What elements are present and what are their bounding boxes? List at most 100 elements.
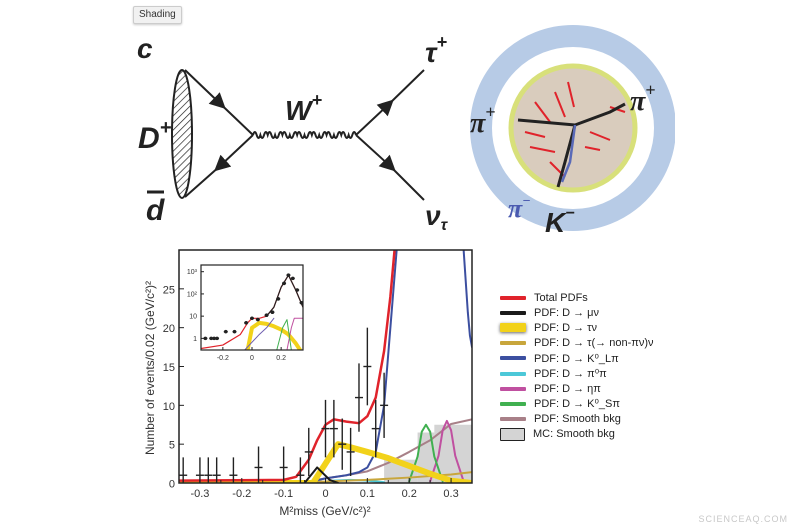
legend-label: PDF: D → τ(→ non-πν)ν	[534, 337, 654, 350]
data-point	[296, 457, 305, 483]
label-pi-plus-left: π+	[470, 102, 496, 139]
data-point	[354, 363, 363, 432]
data-point	[232, 329, 237, 334]
legend-label: PDF: D → π⁰π	[534, 368, 607, 381]
series-line-munu	[303, 466, 340, 483]
data-point	[179, 457, 188, 483]
data-point	[270, 310, 275, 315]
data-point	[380, 372, 389, 438]
legend-item: PDF: D → μν	[500, 305, 654, 320]
y-tick-label: 25	[163, 284, 175, 296]
label-nu: ντ	[425, 200, 449, 234]
y-tick-label: 10²	[187, 291, 198, 298]
charged-tracks	[517, 102, 626, 188]
series-line-klpi_right	[462, 250, 472, 349]
data-point	[363, 327, 372, 406]
series-line-kspi	[276, 319, 292, 350]
data-point-marker	[209, 336, 213, 341]
legend-label: MC: Smooth bkg	[533, 428, 615, 441]
chart-legend: Total PDFs PDF: D → μν PDF: D → τν PDF: D →…	[500, 290, 654, 442]
label-W: W+	[285, 90, 322, 126]
data-point	[229, 457, 238, 483]
x-tick-label: 0.2	[276, 355, 286, 362]
pion-track	[560, 124, 577, 183]
shading-tooltip: Shading	[133, 6, 182, 24]
data-point-marker	[276, 297, 281, 301]
legend-item: PDF: D → K⁰_Lπ	[500, 351, 654, 366]
data-point	[212, 457, 221, 483]
y-tick-label: 0	[169, 479, 175, 491]
series-line-klpi_left	[303, 250, 398, 483]
data-point	[276, 297, 281, 301]
quark-line-d	[184, 134, 254, 198]
detector-event-display: π+ π+ π− K−	[470, 25, 675, 237]
data-point	[223, 329, 228, 334]
legend-item: PDF: D → K⁰_Sπ	[500, 396, 654, 411]
data-point-marker	[295, 288, 299, 292]
w-boson-line	[252, 131, 357, 139]
label-pi-minus: π−	[508, 194, 531, 223]
x-tick-label: -0.2	[232, 488, 251, 500]
y-axis-label: Number of events/0.02 (GeV/c²)²	[143, 281, 157, 455]
data-point-marker	[299, 300, 303, 305]
legend-swatch	[500, 310, 526, 315]
series-line-taunu	[245, 320, 303, 350]
data-point	[338, 418, 347, 470]
y-tick-label: 1	[193, 336, 197, 343]
data-point	[250, 316, 254, 321]
x-axis-label: M²miss (GeV/c²)²	[279, 504, 370, 518]
data-point	[346, 427, 355, 477]
legend-label: PDF: D → K⁰_Sπ	[534, 398, 620, 411]
legend-swatch	[500, 341, 526, 346]
legend-label: PDF: D → K⁰_Lπ	[534, 352, 619, 365]
data-point-marker	[256, 317, 260, 322]
data-point	[203, 336, 208, 341]
legend-swatch	[500, 417, 526, 422]
lepton-line-nu	[355, 134, 425, 201]
legend-label: PDF: D → τν	[534, 321, 598, 334]
label-d-bar: d	[146, 194, 165, 227]
data-point-marker	[291, 276, 295, 281]
series-line-klpi	[244, 317, 275, 350]
legend-label: PDF: D → μν	[534, 306, 600, 319]
series-line-etapi	[429, 419, 465, 483]
quark-line-c	[184, 69, 254, 136]
y-tick-label: 20	[163, 323, 175, 335]
series-line-total	[179, 250, 396, 482]
data-point-marker	[203, 336, 208, 341]
y-tick-label: 5	[169, 440, 175, 452]
legend-item: PDF: D → τν	[500, 320, 654, 335]
data-point	[215, 336, 220, 341]
legend-swatch	[500, 371, 526, 376]
legend-swatch	[500, 401, 526, 406]
data-point-marker	[286, 273, 291, 277]
data-point	[254, 446, 263, 483]
series-line-etapi	[286, 317, 303, 350]
data-point	[282, 281, 287, 286]
plot-area	[201, 265, 303, 350]
data-point	[304, 427, 313, 477]
data-point	[371, 399, 380, 458]
label-c: c	[137, 33, 153, 64]
label-pi-plus-right: π+	[630, 80, 656, 117]
watermark: SCIENCEAQ.COM	[698, 514, 788, 524]
legend-item: PDF: D → ηπ	[500, 381, 654, 396]
x-tick-label: 0	[250, 355, 254, 362]
legend-swatch	[500, 295, 526, 300]
data-point	[290, 276, 295, 281]
x-tick-label: -0.3	[190, 488, 209, 500]
data-point-marker	[250, 316, 254, 321]
legend-swatch	[500, 427, 525, 441]
x-tick-label: -0.2	[217, 355, 229, 362]
data-point-marker	[232, 329, 237, 334]
data-point	[204, 457, 213, 483]
legend-swatch	[500, 386, 526, 391]
data-point	[329, 399, 338, 458]
x-tick-label: -0.1	[274, 488, 293, 500]
data-point	[286, 273, 291, 277]
feynman-diagram: c D+ d W+ τ+ ντ	[137, 32, 449, 234]
series-line-total_black	[265, 274, 303, 317]
data-point-marker	[223, 329, 228, 334]
legend-item: PDF: D → π⁰π	[500, 366, 654, 381]
